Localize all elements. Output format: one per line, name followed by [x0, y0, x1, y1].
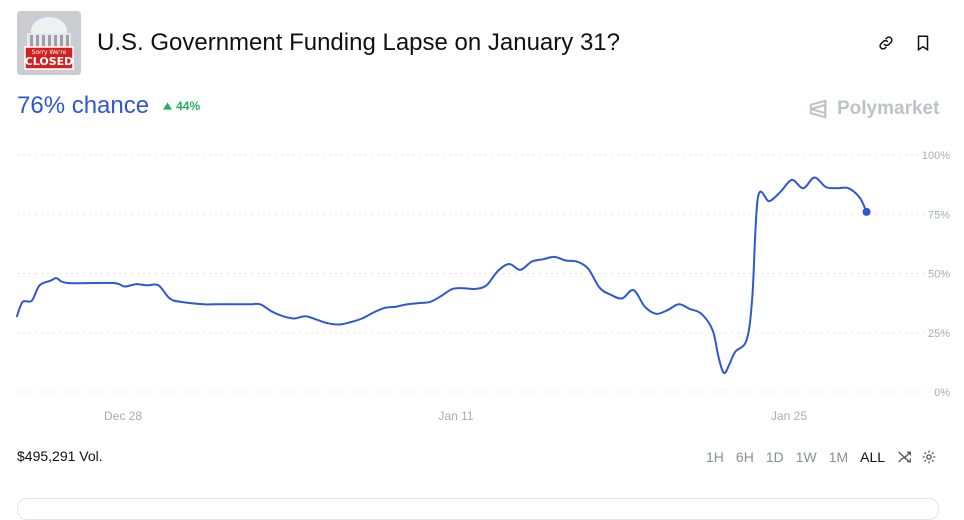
settings-gear-icon	[922, 450, 936, 464]
volume-label: $495,291 Vol.	[17, 448, 103, 464]
chance-series-line	[16, 176, 868, 375]
shuffle-icon	[898, 451, 912, 463]
link-icon	[879, 36, 893, 50]
y-tick-label: 0%	[934, 387, 950, 399]
brand-name: Polymarket	[837, 98, 940, 119]
y-tick-label: 25%	[928, 328, 950, 340]
bookmark-button[interactable]	[912, 32, 934, 54]
range-1w-button[interactable]: 1W	[795, 449, 817, 465]
chance-label: 76% chance	[17, 92, 150, 119]
chance-summary: 76% chance 44%	[17, 90, 200, 122]
copy-link-button[interactable]	[875, 32, 897, 54]
y-axis-ticks: 100% 75% 50% 25% 0%	[922, 150, 950, 399]
bookmark-icon	[917, 35, 929, 52]
polymarket-brand: Polymarket	[807, 98, 939, 120]
x-tick-label: Jan 11	[438, 409, 473, 423]
y-tick-label: 100%	[922, 150, 950, 162]
polymarket-logo-icon	[809, 99, 827, 119]
chart-settings-button[interactable]	[919, 447, 939, 467]
capitol-dome-image: Sorry We're CLOSED	[17, 11, 81, 75]
triangle-up-icon	[163, 102, 173, 110]
delta-label: 44%	[176, 99, 201, 113]
price-history-chart: 100% 75% 50% 25% 0% Dec 28 Jan 11 Jan 25	[16, 150, 950, 423]
time-range-selector: 1H 6H 1D 1W 1M ALL	[700, 447, 939, 467]
thumb-sorry-text: Sorry We're	[32, 49, 67, 56]
range-all-button[interactable]: ALL	[860, 449, 886, 465]
thumb-closed-text: CLOSED	[25, 55, 74, 68]
x-tick-label: Jan 25	[771, 409, 807, 423]
shuffle-button[interactable]	[895, 447, 915, 467]
y-tick-label: 75%	[928, 209, 950, 221]
delta-badge: 44%	[163, 99, 200, 113]
x-tick-label: Dec 28	[104, 409, 142, 423]
below-chart-card	[17, 498, 939, 520]
x-axis-ticks: Dec 28 Jan 11 Jan 25	[104, 409, 807, 423]
market-thumbnail: Sorry We're CLOSED	[17, 11, 81, 75]
y-tick-label: 50%	[928, 269, 950, 281]
chart-grid	[17, 154, 945, 393]
latest-point-marker	[862, 207, 871, 216]
range-1h-button[interactable]: 1H	[706, 449, 724, 465]
range-6h-button[interactable]: 6H	[735, 449, 754, 465]
market-title: U.S. Government Funding Lapse on January…	[97, 29, 620, 56]
range-1m-button[interactable]: 1M	[828, 449, 849, 465]
range-1d-button[interactable]: 1D	[765, 449, 784, 465]
market-header: Sorry We're CLOSED U.S. Government Fundi…	[17, 10, 947, 76]
